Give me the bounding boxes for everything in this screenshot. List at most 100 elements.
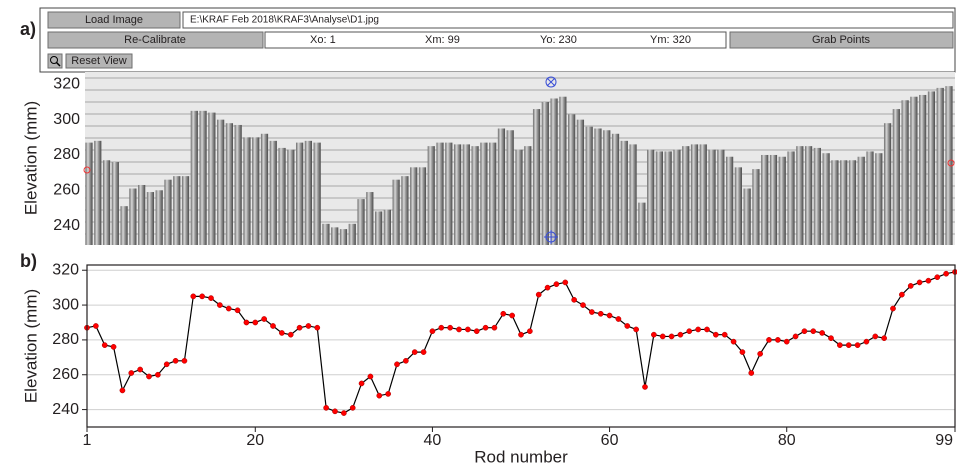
xm-text: Xm: 99 (425, 34, 460, 46)
rod (164, 179, 172, 245)
data-point (934, 274, 941, 281)
y-tick-label: 240 (52, 401, 79, 418)
data-point (624, 323, 631, 329)
rod (910, 96, 918, 245)
data-point (775, 337, 781, 343)
rod (497, 128, 506, 245)
load-button[interactable] (47, 11, 181, 29)
data-point (110, 344, 117, 350)
data-point (438, 324, 445, 331)
recalibrate-button[interactable] (47, 31, 264, 49)
rod (453, 144, 462, 245)
rod (840, 160, 848, 245)
data-point (916, 279, 923, 286)
rod (146, 192, 155, 245)
rod (638, 202, 646, 245)
rod (673, 149, 681, 245)
load-button-label[interactable]: Load Image (85, 14, 143, 26)
x-tick-label: 1 (83, 432, 92, 449)
data-point (163, 361, 170, 368)
rod (331, 227, 339, 245)
data-point (606, 312, 613, 319)
rod (892, 109, 900, 245)
rod (875, 153, 883, 245)
rod (594, 128, 602, 245)
rod (260, 133, 269, 245)
rod (761, 154, 769, 245)
rod (532, 109, 541, 245)
data-point (828, 335, 834, 342)
data-point (367, 373, 374, 380)
rod (234, 124, 242, 245)
reset-button[interactable] (65, 53, 133, 69)
rod (120, 206, 128, 245)
data-point (137, 366, 143, 373)
data-point (589, 309, 595, 315)
data-point (332, 408, 338, 415)
data-point (509, 312, 515, 319)
data-point (695, 326, 701, 333)
rod (717, 149, 725, 245)
rod (208, 112, 216, 245)
recalibrate-label[interactable]: Re-Calibrate (124, 34, 186, 46)
rod (94, 140, 102, 245)
rod (296, 142, 304, 245)
rod (936, 87, 944, 245)
x-tick-label: 40 (424, 432, 442, 449)
data-point (217, 302, 223, 308)
grab-label[interactable]: Grab Points (812, 34, 871, 46)
rod (445, 142, 453, 245)
y-tick-label: 300 (53, 111, 80, 128)
data-point (872, 333, 879, 340)
data-point (456, 326, 462, 333)
rod (515, 149, 523, 245)
data-point (172, 357, 179, 364)
data-point (907, 283, 914, 289)
data-point (757, 350, 763, 357)
data-point (845, 342, 852, 348)
rod (550, 98, 558, 246)
data-point (721, 331, 728, 338)
data-point (500, 310, 507, 317)
rod (252, 137, 260, 245)
reset-label[interactable]: Reset View (71, 55, 126, 67)
rod (313, 142, 321, 245)
data-point (234, 307, 241, 314)
data-point (296, 324, 303, 331)
rod (436, 142, 444, 245)
rod (787, 151, 795, 245)
rod (489, 142, 497, 245)
data-point (146, 373, 152, 380)
path-field[interactable] (182, 11, 954, 29)
ym-text: Ym: 320 (650, 34, 691, 46)
rod (462, 144, 470, 245)
data-point (881, 335, 887, 342)
data-point (633, 326, 639, 333)
data-point (562, 279, 569, 286)
data-point (279, 330, 285, 336)
data-point (314, 324, 321, 331)
data-point (783, 338, 790, 345)
calibration-field (264, 31, 727, 49)
rod (348, 223, 356, 245)
rod (778, 156, 786, 245)
rod (690, 144, 699, 245)
rod (752, 169, 760, 245)
data-point (527, 328, 533, 335)
y-tick-label: 260 (53, 181, 80, 198)
rod (366, 192, 374, 245)
data-point (305, 323, 312, 329)
rod (699, 144, 707, 245)
rod (322, 223, 330, 245)
rod (383, 209, 391, 245)
rod (919, 94, 927, 246)
data-point (225, 305, 232, 312)
data-point (341, 410, 347, 416)
rod (129, 188, 137, 245)
data-point (270, 323, 276, 329)
rod (243, 137, 251, 245)
data-point (473, 328, 480, 335)
rod (620, 140, 628, 245)
rod (480, 142, 488, 245)
grab-button[interactable] (729, 31, 954, 49)
